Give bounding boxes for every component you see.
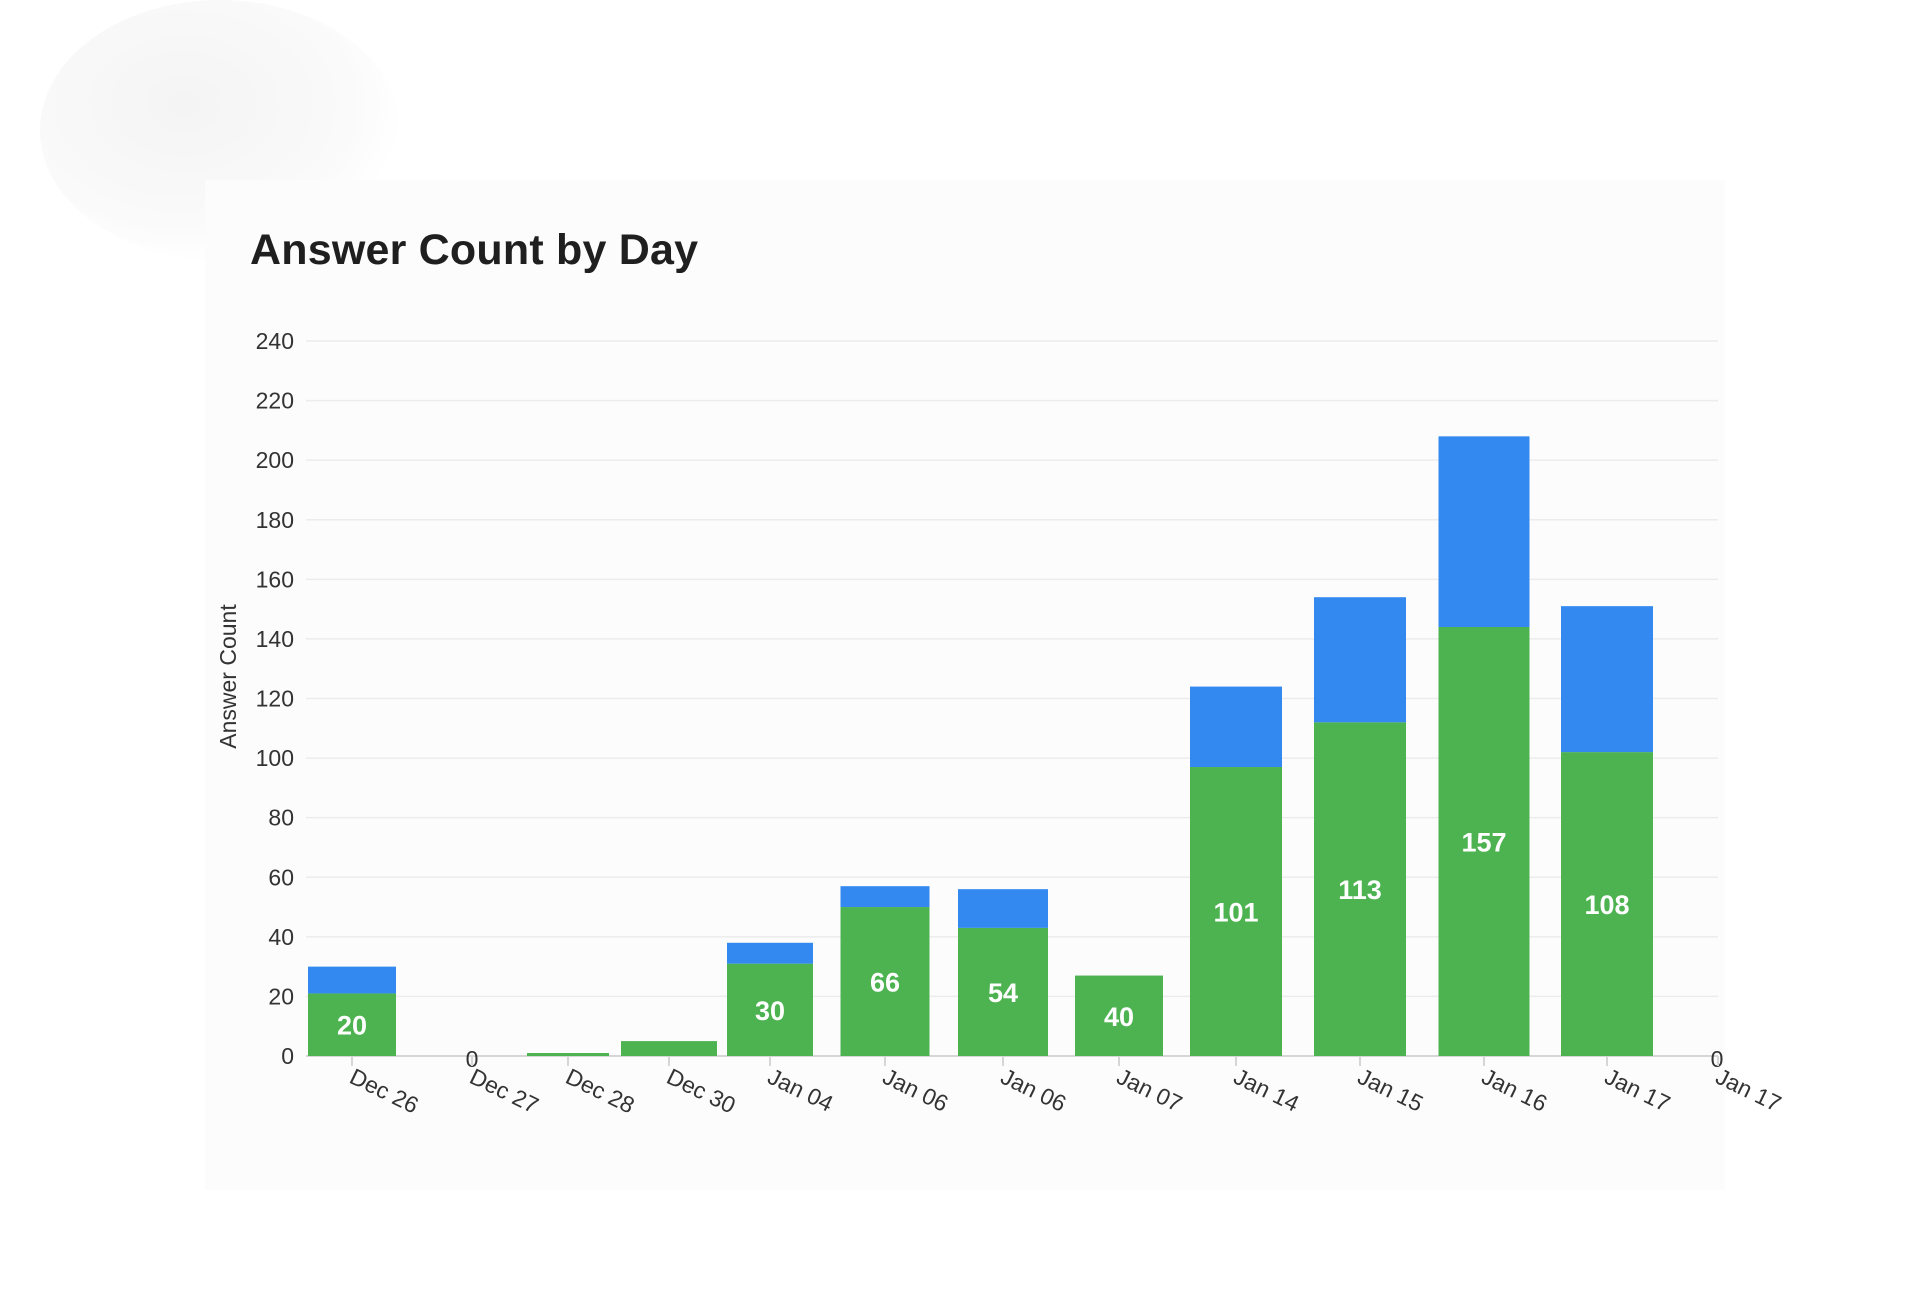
- x-tick-label: Jan 04: [764, 1063, 838, 1117]
- bar-incorrect-11: [1561, 606, 1653, 753]
- y-tick-label: 100: [256, 745, 294, 771]
- bar-correct-5: [840, 907, 930, 1056]
- y-tick-label: 60: [268, 864, 294, 890]
- x-tick-label: Jan 06: [997, 1063, 1070, 1117]
- chart-title: Answer Count by Day: [250, 226, 699, 274]
- bar-data-label: 40: [1104, 1002, 1134, 1032]
- x-tick-label: Jan 16: [1478, 1063, 1551, 1117]
- y-tick-label: 160: [256, 566, 294, 592]
- y-axis-title: Answer Count: [215, 604, 241, 749]
- bar-correct-11: [1561, 752, 1653, 1056]
- y-tick-label: 40: [268, 924, 294, 950]
- x-tick-label: Jan 14: [1230, 1063, 1304, 1117]
- bar-data-label: 66: [870, 968, 900, 998]
- x-tick-label: Dec 27: [466, 1063, 543, 1118]
- y-tick-label: 20: [268, 983, 294, 1009]
- bar-correct-8: [1190, 767, 1282, 1056]
- bar-incorrect-9: [1314, 597, 1406, 723]
- bar-data-label: 157: [1461, 828, 1506, 858]
- y-tick-label: 0: [281, 1043, 294, 1069]
- bar-data-label: 20: [337, 1011, 367, 1041]
- bar-correct-2: [527, 1053, 609, 1056]
- bar-incorrect-8: [1190, 686, 1282, 768]
- x-tick-label: Jan 17: [1712, 1063, 1785, 1117]
- y-tick-label: 220: [256, 388, 294, 414]
- x-tick-label: Dec 26: [346, 1063, 423, 1118]
- bar-incorrect-10: [1438, 436, 1530, 627]
- bar-correct-6: [958, 927, 1048, 1056]
- y-tick-label: 240: [256, 328, 294, 354]
- bar-incorrect-0: [308, 966, 396, 994]
- bar-correct-7: [1075, 975, 1163, 1056]
- bar-correct-9: [1314, 722, 1406, 1056]
- y-tick-label: 180: [256, 507, 294, 533]
- y-tick-label: 120: [256, 686, 294, 712]
- bar-correct-4: [727, 963, 813, 1056]
- x-tick-label: Jan 07: [1113, 1063, 1186, 1117]
- bar-incorrect-4: [727, 942, 813, 964]
- x-tick-label: Dec 28: [562, 1063, 639, 1118]
- bar-data-label: 30: [755, 996, 785, 1026]
- bar-data-label: 108: [1584, 890, 1629, 920]
- x-tick-label: Dec 30: [663, 1063, 740, 1118]
- bar-data-label: 54: [988, 978, 1018, 1008]
- x-tick-label: Jan 17: [1601, 1063, 1674, 1117]
- y-tick-label: 80: [268, 805, 294, 831]
- x-tick-label: Jan 06: [879, 1063, 952, 1117]
- x-tick-label: Jan 15: [1354, 1063, 1427, 1117]
- bar-correct-3: [621, 1041, 717, 1056]
- bar-correct-10: [1438, 627, 1530, 1056]
- bar-incorrect-6: [958, 889, 1048, 928]
- bar-correct-0: [308, 993, 396, 1056]
- bar-data-label: 101: [1213, 898, 1258, 928]
- bar-incorrect-5: [840, 886, 930, 908]
- bar-data-label: 113: [1338, 875, 1382, 905]
- y-tick-label: 200: [256, 447, 294, 473]
- y-tick-label: 140: [256, 626, 294, 652]
